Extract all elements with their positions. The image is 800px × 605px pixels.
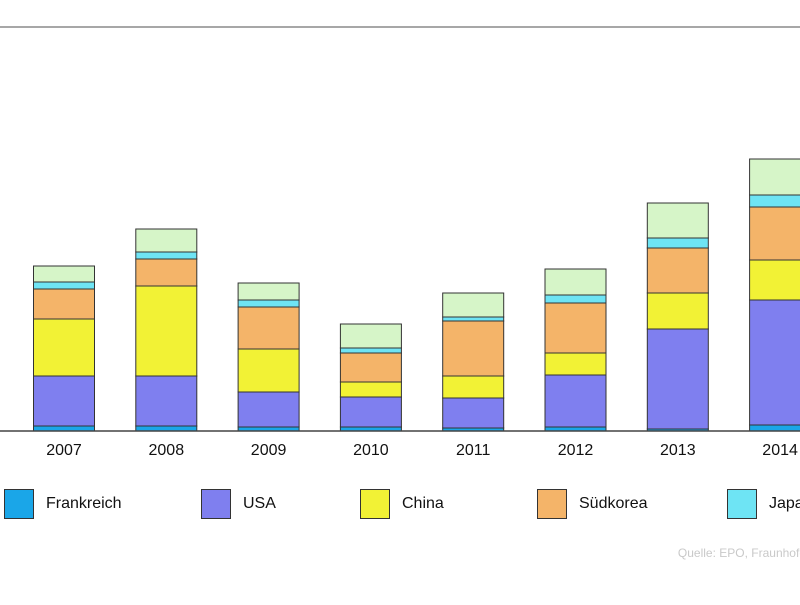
bar-segment-2013-japan: [647, 238, 708, 248]
legend-swatch-frankreich: [4, 489, 34, 519]
bar-segment-2009-china: [238, 349, 299, 392]
bar-segment-2008-japan: [136, 252, 197, 259]
legend-label-suedkorea: Südkorea: [579, 495, 648, 513]
bar-segment-2009-series-5: [238, 283, 299, 300]
bar-segment-2010-series-5: [340, 324, 401, 348]
bar-segment-2009-usa: [238, 392, 299, 427]
bar-segment-2012-china: [545, 353, 606, 375]
legend: Frankreich USA China Südkorea Japa: [0, 488, 800, 524]
legend-item-frankreich: Frankreich: [4, 488, 122, 520]
bar-segment-2007-usa: [34, 376, 95, 426]
bar-segment-2013-china: [647, 293, 708, 329]
bar-segment-2011-japan: [443, 317, 504, 321]
bars-group: [34, 159, 800, 431]
bar-segment-2007-japan: [34, 282, 95, 289]
legend-swatch-japan: [727, 489, 757, 519]
bar-segment-2008-china: [136, 286, 197, 376]
bar-segment-2007-suedkorea: [34, 289, 95, 319]
bar-segment-2014-japan: [750, 195, 800, 207]
bar-segment-2014-china: [750, 260, 800, 300]
bar-segment-2012-japan: [545, 295, 606, 303]
legend-swatch-usa: [201, 489, 231, 519]
x-tick-labels: 2007 2008 2009 2010 2011 2012 2013 2014: [46, 442, 798, 459]
legend-swatch-suedkorea: [537, 489, 567, 519]
bar-segment-2013-series-5: [647, 203, 708, 238]
bar-segment-2010-usa: [340, 397, 401, 427]
bar-segment-2010-japan: [340, 348, 401, 353]
bar-segment-2010-china: [340, 382, 401, 397]
source-note: Quelle: EPO, Fraunhofer: [678, 546, 800, 560]
bar-segment-2009-suedkorea: [238, 307, 299, 349]
bar-segment-2007-series-5: [34, 266, 95, 282]
bar-segment-2012-series-5: [545, 269, 606, 295]
bar-segment-2014-frankreich: [750, 425, 800, 431]
bar-segment-2014-suedkorea: [750, 207, 800, 260]
legend-label-usa: USA: [243, 495, 276, 513]
legend-item-japan: Japa: [727, 488, 800, 520]
bar-segment-2012-usa: [545, 375, 606, 427]
bar-segment-2014-usa: [750, 300, 800, 425]
bar-segment-2009-japan: [238, 300, 299, 307]
legend-item-china: China: [360, 488, 444, 520]
legend-label-china: China: [402, 495, 444, 513]
bar-segment-2011-china: [443, 376, 504, 398]
bar-segment-2013-suedkorea: [647, 248, 708, 293]
bar-segment-2012-suedkorea: [545, 303, 606, 353]
x-tick-label-2014: 2014: [762, 442, 798, 459]
bar-segment-2013-usa: [647, 329, 708, 429]
bar-segment-2011-series-5: [443, 293, 504, 317]
x-tick-label-2011: 2011: [456, 442, 491, 459]
bar-segment-2008-usa: [136, 376, 197, 426]
x-tick-label-2008: 2008: [149, 442, 185, 459]
x-tick-label-2013: 2013: [660, 442, 696, 459]
legend-item-suedkorea: Südkorea: [537, 488, 648, 520]
legend-item-usa: USA: [201, 488, 276, 520]
bar-segment-2014-series-5: [750, 159, 800, 195]
x-tick-label-2007: 2007: [46, 442, 82, 459]
x-tick-label-2010: 2010: [353, 442, 389, 459]
bar-segment-2010-suedkorea: [340, 353, 401, 382]
legend-swatch-china: [360, 489, 390, 519]
bar-segment-2007-china: [34, 319, 95, 376]
bar-segment-2008-suedkorea: [136, 259, 197, 286]
legend-label-frankreich: Frankreich: [46, 495, 122, 513]
bar-segment-2008-series-5: [136, 229, 197, 252]
x-tick-label-2012: 2012: [558, 442, 594, 459]
legend-label-japan: Japa: [769, 495, 800, 513]
bar-segment-2011-suedkorea: [443, 321, 504, 376]
x-tick-label-2009: 2009: [251, 442, 287, 459]
bar-segment-2011-usa: [443, 398, 504, 428]
